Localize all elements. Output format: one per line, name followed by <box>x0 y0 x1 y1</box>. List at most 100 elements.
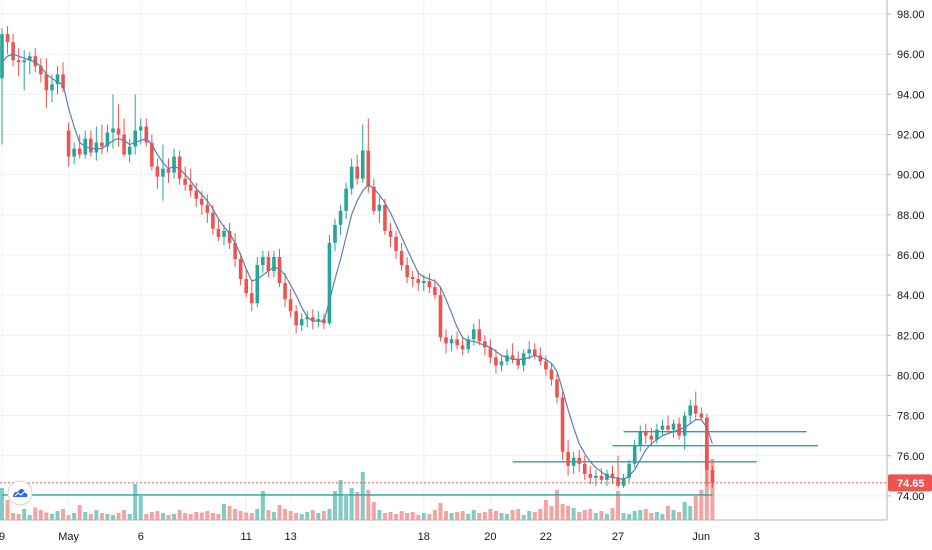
candle-body <box>433 287 437 296</box>
candle-body <box>89 138 93 153</box>
volume-bar <box>588 509 593 520</box>
volume-bar <box>205 511 210 520</box>
candle-body <box>566 451 570 466</box>
volume-bars <box>0 445 715 520</box>
candle-body <box>488 347 493 358</box>
volume-bar <box>11 513 16 520</box>
candle-body <box>455 339 459 346</box>
volume-bar <box>266 510 271 520</box>
candle-body <box>483 341 487 348</box>
candle-body <box>255 265 260 304</box>
candle-body <box>61 74 65 89</box>
volume-bar <box>199 512 204 520</box>
volume-bar <box>227 506 232 520</box>
volume-bar <box>604 514 609 520</box>
time-axis-panel[interactable] <box>0 520 932 550</box>
volume-bar <box>344 496 349 520</box>
volume-bar <box>616 491 621 520</box>
candle-body <box>138 126 143 131</box>
volume-bar <box>183 513 188 520</box>
volume-bar <box>105 514 110 520</box>
horizontal-level-lines[interactable] <box>2 430 818 496</box>
candle-body <box>660 425 665 430</box>
candle-body <box>671 423 676 430</box>
volume-bar <box>316 513 321 520</box>
candle-body <box>499 361 504 366</box>
candle-body <box>27 56 32 61</box>
candle-body <box>233 242 237 259</box>
volume-bar <box>155 511 160 520</box>
candle-body <box>471 329 476 340</box>
candle-body <box>699 413 704 418</box>
volume-bar <box>72 513 77 520</box>
volume-bar <box>699 490 704 520</box>
volume-bar <box>610 508 615 520</box>
candle-body <box>299 319 304 326</box>
candle-body <box>11 42 15 61</box>
candle-body <box>266 256 271 272</box>
volume-bar <box>49 514 54 520</box>
volume-bar <box>188 514 193 520</box>
volume-bar <box>349 488 354 520</box>
candle-body <box>272 256 276 272</box>
x-tick-label: 9 <box>0 531 5 543</box>
volume-bar <box>210 513 215 520</box>
candle-body <box>183 178 187 185</box>
volume-bar <box>466 514 471 520</box>
volume-bar <box>233 509 238 520</box>
volume-bar <box>366 490 371 520</box>
volume-bar <box>277 505 282 520</box>
candle-body <box>238 258 243 280</box>
time-axis-labels: 9 May 6 11 13 18 20 22 27 Jun 3 <box>0 531 760 543</box>
y-tick-label: 96.00 <box>897 49 925 61</box>
candle-body <box>33 56 38 67</box>
candle-body <box>410 277 415 280</box>
candle-body <box>211 212 215 229</box>
volume-bar <box>33 507 38 520</box>
x-tick-label: 18 <box>418 531 430 543</box>
candle-body <box>133 130 137 147</box>
candle-body <box>466 339 470 350</box>
x-tick-label: 6 <box>138 531 144 543</box>
candle-body <box>177 156 182 179</box>
tradingview-logo-icon[interactable] <box>7 480 33 506</box>
volume-bar <box>566 506 571 520</box>
candle-body <box>416 279 421 284</box>
volume-bar <box>0 488 4 520</box>
candle-body <box>549 369 554 380</box>
candle-body <box>327 242 332 324</box>
candle-body <box>216 228 221 237</box>
candle-body <box>582 463 587 474</box>
price-axis-panel[interactable] <box>887 0 932 520</box>
candle-body <box>94 142 99 153</box>
x-tick-label: 22 <box>540 531 552 543</box>
volume-bar <box>427 514 432 520</box>
volume-bar <box>432 510 437 520</box>
candle-body <box>44 74 49 91</box>
candle-body <box>111 128 115 133</box>
volume-bar <box>83 512 88 520</box>
grid-lines <box>0 0 887 520</box>
volume-bar <box>77 505 82 520</box>
volume-bar <box>111 515 115 520</box>
x-tick-label: 11 <box>240 531 251 543</box>
candle-body <box>172 156 176 173</box>
candle-body <box>77 148 82 155</box>
candle-body <box>399 250 404 266</box>
candle-body <box>333 224 337 243</box>
volume-bar <box>249 513 254 520</box>
volume-bar <box>693 496 698 520</box>
candle-body <box>510 355 515 360</box>
candle-body <box>616 477 620 486</box>
candle-body <box>438 295 443 338</box>
y-tick-label: 92.00 <box>897 130 925 142</box>
candle-body <box>644 431 648 436</box>
candle-body <box>261 256 265 266</box>
candle-body <box>355 166 359 179</box>
volume-bar <box>360 472 365 520</box>
candle-body <box>39 66 43 75</box>
volume-bar <box>377 510 382 520</box>
volume-bar <box>571 508 576 520</box>
volume-bar <box>194 512 199 520</box>
